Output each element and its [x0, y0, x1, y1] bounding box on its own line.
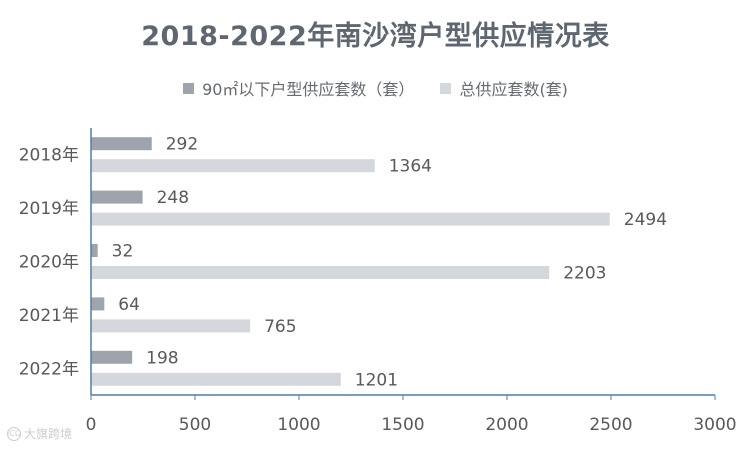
y-tick-label: 2020年	[19, 253, 79, 273]
legend-item-small-units: 90㎡以下户型供应套数（套）	[183, 76, 414, 100]
bar-small-units	[91, 190, 143, 204]
x-tick-label: 2500	[589, 415, 632, 435]
data-label-total-units: 1201	[355, 370, 398, 390]
y-tick-label: 2019年	[19, 199, 79, 219]
x-tick-label: 1500	[381, 415, 424, 435]
legend-item-total-units: 总供应套数(套)	[440, 76, 568, 100]
data-label-total-units: 1364	[389, 157, 432, 177]
legend-label-total-units: 总供应套数(套)	[459, 80, 568, 99]
bar-total-units	[91, 319, 251, 333]
data-label-small-units: 248	[157, 188, 189, 208]
bar-total-units	[91, 266, 550, 279]
data-label-small-units: 32	[112, 242, 134, 262]
y-tick-label: 2021年	[19, 306, 79, 326]
bar-small-units	[91, 137, 152, 151]
watermark-logo-icon: ICO	[7, 426, 21, 441]
y-tick-label: 2018年	[19, 146, 79, 166]
bar-small-units	[91, 350, 133, 364]
legend-swatch-total-units	[440, 82, 452, 94]
chart-title: 2018-2022年南沙湾户型供应情况表	[141, 21, 610, 52]
legend-swatch-small-units	[183, 82, 195, 94]
bar-small-units	[91, 244, 98, 257]
x-tick-label: 0	[86, 415, 97, 435]
bar-small-units	[91, 297, 105, 311]
x-tick-label: 2000	[485, 415, 528, 435]
bar-total-units	[91, 159, 375, 173]
data-label-total-units: 2494	[624, 210, 667, 230]
bar-total-units	[91, 372, 341, 386]
watermark-text: 大旗跨境	[24, 427, 73, 441]
bar-total-units	[91, 212, 610, 226]
x-tick-label: 500	[179, 415, 211, 435]
data-label-small-units: 198	[146, 348, 178, 368]
data-label-small-units: 64	[118, 295, 140, 315]
watermark: ICO 大旗跨境	[7, 425, 72, 442]
data-label-total-units: 765	[264, 317, 296, 337]
data-label-small-units: 292	[166, 135, 198, 155]
data-label-total-units: 2203	[563, 264, 606, 284]
y-tick-label: 2022年	[19, 359, 79, 379]
x-tick-label: 3000	[693, 415, 736, 435]
x-tick-label: 1000	[277, 415, 320, 435]
legend-label-small-units: 90㎡以下户型供应套数（套）	[202, 80, 415, 99]
legend: 90㎡以下户型供应套数（套） 总供应套数(套)	[0, 76, 751, 100]
